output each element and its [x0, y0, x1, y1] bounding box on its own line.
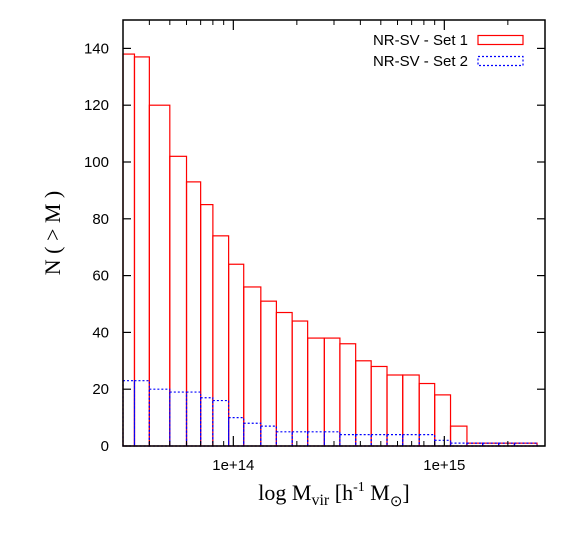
histogram-bar — [449, 442, 468, 447]
histogram-bar — [370, 434, 388, 447]
y-tick-label: 60 — [92, 268, 109, 285]
y-tick-label: 80 — [92, 211, 109, 228]
y-tick-label: 140 — [84, 40, 109, 57]
y-tick-label: 40 — [92, 324, 109, 341]
histogram-bar — [148, 104, 171, 447]
histogram-bar — [200, 204, 214, 447]
histogram-bar — [418, 434, 436, 447]
x-axis-title-sub2: ⊙ — [390, 494, 403, 510]
histogram-bar — [307, 431, 325, 447]
histogram-bar — [434, 394, 452, 447]
histogram-bar — [323, 431, 341, 447]
histogram-bar — [212, 235, 230, 447]
histogram-bar — [228, 263, 245, 447]
histogram-bar — [169, 391, 188, 447]
histogram-bar — [169, 155, 188, 447]
histogram-bar — [260, 300, 277, 447]
legend-label-set-1: NR-SV - Set 1 — [373, 32, 468, 49]
histogram-bar — [200, 397, 214, 447]
histogram-bar — [402, 434, 420, 447]
series-set-2-bars — [122, 380, 538, 447]
histogram-bar — [355, 360, 372, 447]
histogram-bar — [386, 374, 404, 447]
axis-ticks: 0 20 40 60 80 100 120 140 1e+14 1e+15 — [84, 20, 545, 474]
legend-swatch-set-2 — [477, 55, 524, 67]
histogram-bar — [323, 337, 341, 447]
histogram-bar — [275, 311, 293, 447]
histogram-bar — [212, 399, 230, 447]
legend-swatch-set-1 — [477, 34, 524, 46]
histogram-bar — [185, 391, 202, 447]
histogram-bar — [260, 425, 277, 447]
legend: NR-SV - Set 1 NR-SV - Set 2 — [373, 32, 524, 70]
histogram-bar — [291, 320, 309, 447]
plot-frame — [122, 19, 546, 447]
x-axis-title-sup: -1 — [353, 480, 365, 495]
histogram-bar — [243, 422, 262, 447]
histogram-bar — [122, 380, 136, 447]
histogram-bar — [228, 417, 245, 447]
histogram-bar — [402, 374, 420, 447]
y-tick-label: 20 — [92, 381, 109, 398]
y-axis-title: N ( > M ) — [40, 191, 65, 276]
x-axis-title-mid: [h — [329, 480, 353, 505]
histogram-bar — [148, 388, 171, 447]
histogram-bar — [339, 434, 357, 447]
x-axis-title-suffix: ] — [402, 480, 409, 505]
histogram-bar — [185, 181, 202, 447]
histogram-bar — [339, 343, 357, 447]
histogram-bar — [434, 439, 452, 447]
histogram-bar — [243, 286, 262, 447]
series-set-1-bars — [122, 53, 538, 447]
y-tick-label: 0 — [101, 438, 109, 455]
histogram-bar — [133, 380, 150, 447]
histogram-bar — [482, 442, 500, 447]
x-axis-title-mid2: M — [365, 480, 390, 505]
y-tick-label: 100 — [84, 154, 109, 171]
histogram-bar — [133, 56, 150, 447]
histogram-bar — [307, 337, 325, 447]
histogram-bar — [355, 434, 372, 447]
x-axis-title-prefix: log M — [258, 480, 311, 505]
histogram-bar — [386, 434, 404, 447]
y-tick-label: 120 — [84, 97, 109, 114]
histogram-bar — [418, 382, 436, 447]
x-axis-title: log Mvir [h-1 M⊙] — [258, 480, 409, 510]
histogram-bar — [291, 431, 309, 447]
x-tick-label: 1e+15 — [423, 457, 465, 474]
legend-label-set-2: NR-SV - Set 2 — [373, 53, 468, 70]
histogram-bar — [122, 53, 136, 447]
histogram-bar — [275, 431, 293, 447]
x-axis-title-sub1: vir — [311, 492, 329, 509]
x-tick-label: 1e+14 — [212, 457, 254, 474]
